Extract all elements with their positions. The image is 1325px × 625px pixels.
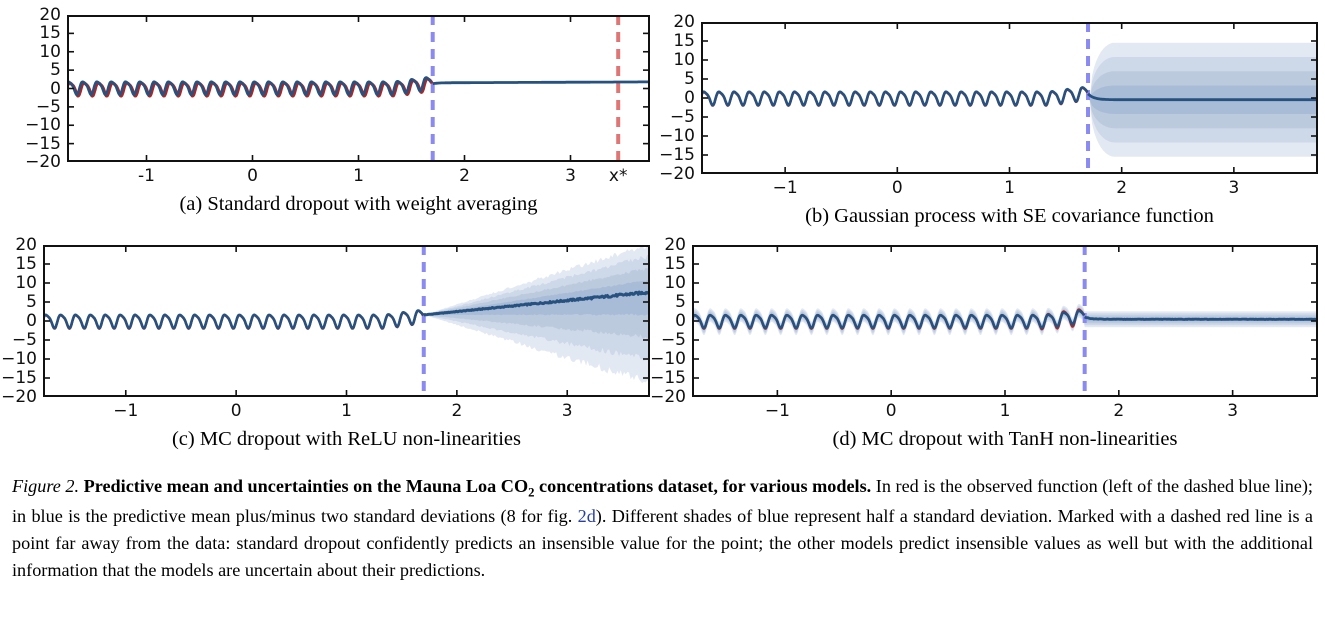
y-tick-label: −10: [25, 115, 61, 136]
caption-segment: concentrations dataset, for various mode…: [534, 476, 872, 496]
x-tick-label: 3: [565, 166, 576, 186]
y-tick-label: −15: [25, 133, 61, 154]
y-tick-label: −15: [659, 145, 695, 165]
predictive-mean-train-line: [692, 309, 1086, 330]
x-tick-label: 1: [999, 401, 1011, 421]
y-tick-label: 10: [39, 41, 61, 62]
x-tick-label: 2: [459, 166, 470, 186]
predictive-mean-train-line: [701, 86, 1089, 107]
predictive-mean-train-line: [43, 309, 425, 330]
subcaption-a: (a) Standard dropout with weight averagi…: [179, 193, 538, 215]
x-tick-label: 3: [1227, 401, 1239, 421]
y-tick-label: 10: [664, 273, 686, 293]
plot-canvas-c: [43, 245, 650, 397]
y-tick-label: 5: [675, 292, 686, 312]
uncertainty-band: [692, 307, 1318, 332]
y-tick-label: 20: [673, 12, 695, 32]
y-tick-label: −5: [660, 330, 686, 350]
y-tick-label: −5: [11, 330, 37, 350]
y-tick-label: −20: [1, 387, 37, 407]
plot-canvas-b: [701, 22, 1318, 174]
x-tick-label: -1: [138, 166, 155, 186]
caption-segment: 2: [528, 485, 535, 500]
x-tick-label: 2: [1116, 178, 1128, 198]
x-tick-label: 0: [891, 178, 903, 198]
x-tick-label: 1: [353, 166, 364, 186]
y-tick-label: −20: [650, 387, 686, 407]
y-tick-label: −5: [669, 107, 695, 127]
subcaption-d: (d) MC dropout with TanH non-linearities: [832, 428, 1178, 450]
y-tick-label: 20: [664, 235, 686, 255]
x-tick-label: −1: [113, 401, 139, 421]
plot-canvas-d: [692, 245, 1318, 397]
caption-segment: Figure 2.: [12, 476, 80, 496]
y-tick-label: −15: [1, 368, 37, 388]
x-tick-label: 3: [1228, 178, 1240, 198]
caption-segment: Predictive mean and uncertainties on the…: [83, 476, 529, 496]
figure-caption: Figure 2. Predictive mean and uncertaint…: [12, 473, 1313, 585]
x-star-label: x*: [608, 166, 628, 186]
x-tick-label: 0: [247, 166, 258, 186]
figure-2d-link[interactable]: 2d: [577, 505, 596, 526]
y-tick-label: 5: [50, 60, 61, 81]
panel-standard-dropout: (a) Standard dropout with weight averagi…: [25, 5, 650, 215]
x-tick-label: 0: [230, 401, 242, 421]
y-tick-label: 10: [673, 50, 695, 70]
panel-gaussian-process: (b) Gaussian process with SE covariance …: [659, 12, 1318, 227]
x-tick-label: 3: [561, 401, 573, 421]
y-tick-label: 0: [50, 78, 61, 99]
axes-frame: [67, 15, 650, 162]
y-tick-label: 5: [26, 292, 37, 312]
x-tick-label: 1: [341, 401, 352, 421]
y-tick-label: −20: [25, 152, 61, 172]
y-tick-label: 15: [664, 254, 686, 274]
y-tick-label: −20: [659, 164, 695, 184]
panel-mc-dropout-tanh: (d) MC dropout with TanH non-linearities…: [650, 235, 1318, 450]
y-tick-label: 15: [39, 23, 61, 44]
panel-mc-dropout-relu: (c) MC dropout with ReLU non-linearities…: [1, 235, 650, 450]
x-tick-label: 2: [1113, 401, 1125, 421]
y-tick-label: 5: [684, 69, 695, 89]
y-tick-label: −10: [659, 126, 695, 146]
x-tick-label: 0: [885, 401, 897, 421]
subcaption-b: (b) Gaussian process with SE covariance …: [805, 205, 1214, 227]
predictive-mean-line: [1087, 92, 1318, 102]
caption-segment: ). Different shades of blue represent ha…: [12, 505, 1313, 581]
y-tick-label: 20: [39, 5, 61, 25]
predictive-mean-line: [423, 290, 650, 317]
predictive-mean-train-line: [67, 76, 432, 97]
y-tick-label: 15: [673, 31, 695, 51]
caption-segment: In red is the observed function (left of…: [12, 476, 1313, 526]
y-tick-label: −5: [35, 96, 61, 117]
x-tick-label: 1: [1004, 178, 1015, 198]
y-tick-label: −10: [650, 349, 686, 369]
x-tick-label: −1: [772, 178, 798, 198]
y-tick-label: −15: [650, 368, 686, 388]
y-tick-label: 20: [15, 235, 37, 255]
plot-canvas-a: [67, 15, 650, 162]
uncertainty-band: [423, 279, 649, 316]
predictive-mean-line: [1083, 315, 1318, 321]
y-tick-label: 15: [15, 254, 37, 274]
y-tick-label: 0: [675, 311, 686, 331]
x-tick-label: 2: [451, 401, 463, 421]
y-tick-label: 0: [684, 88, 695, 108]
y-tick-label: 10: [15, 273, 37, 293]
y-tick-label: 0: [26, 311, 37, 331]
predictive-mean-line: [432, 80, 650, 86]
subcaption-c: (c) MC dropout with ReLU non-linearities: [171, 428, 521, 450]
x-tick-label: −1: [764, 401, 790, 421]
y-tick-label: −10: [1, 349, 37, 369]
